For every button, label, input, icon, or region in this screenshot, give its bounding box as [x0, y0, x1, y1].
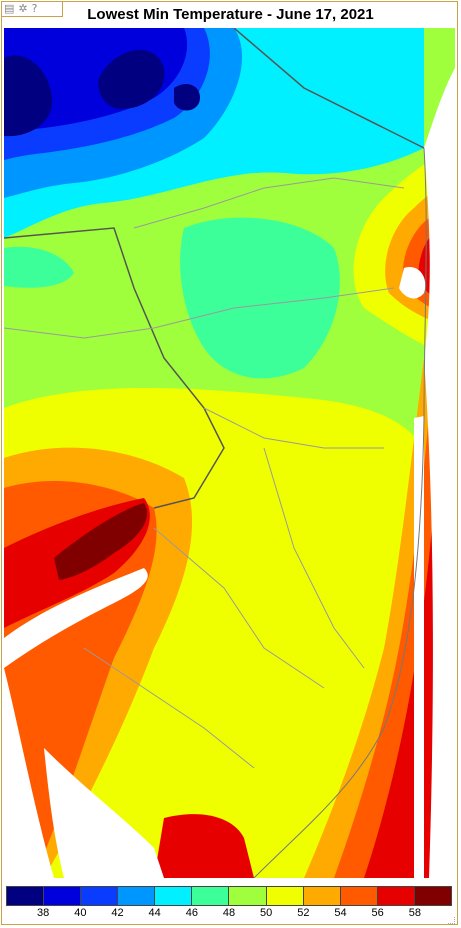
resize-handle[interactable]: [448, 917, 455, 924]
zone-60-sw: [54, 503, 148, 580]
toolbar: ▤ ✲ ?: [2, 2, 63, 17]
state-border-ny: [233, 28, 425, 149]
raritan-bay: [399, 267, 426, 299]
legend-tick-label: 38: [37, 907, 50, 919]
legend-tick-label: 56: [371, 907, 384, 919]
county-line-1: [4, 287, 395, 339]
legend-swatch: [414, 887, 451, 905]
legend-swatch: [81, 887, 119, 905]
legend-tick-label: 40: [74, 907, 87, 919]
zone-48-center: [180, 217, 340, 379]
atlantic-ocean: [424, 68, 455, 878]
legend-swatch: [303, 887, 341, 905]
state-border-pa: [4, 227, 225, 509]
legend-swatch: [192, 887, 230, 905]
legend-tick-label: 42: [111, 907, 124, 919]
legend-swatch: [118, 887, 156, 905]
zone-58-cape: [154, 814, 254, 878]
zone-52-cape: [152, 660, 277, 811]
coastline: [253, 147, 427, 878]
map-svg: [4, 28, 455, 878]
county-line-5: [83, 647, 255, 769]
county-line-6: [263, 447, 365, 669]
legend-swatch: [266, 887, 304, 905]
legend-tick-label: 50: [260, 907, 273, 919]
delaware-bay: [44, 748, 164, 878]
county-line-3: [203, 407, 384, 449]
legend-tick-label: 46: [185, 907, 198, 919]
legend-swatch: [7, 887, 45, 905]
legend-tick-label: 58: [408, 907, 421, 919]
zone-48-west: [4, 246, 74, 288]
print-icon[interactable]: ▤: [4, 2, 15, 15]
legend-tick-label: 44: [148, 907, 161, 919]
legend-swatch: [340, 887, 378, 905]
county-line-4: [153, 527, 325, 689]
legend-tick-label: 48: [222, 907, 236, 919]
help-icon[interactable]: ?: [31, 2, 38, 15]
legend-swatch: [229, 887, 267, 905]
county-line-2: [133, 177, 405, 229]
color-legend: [6, 886, 452, 906]
legend-ticks: 38 40 42 44 46 48 50 52 54 56 58: [6, 907, 452, 921]
gear-icon[interactable]: ✲: [18, 2, 28, 15]
legend-tick-label: 52: [297, 907, 310, 919]
zone-38-east: [174, 83, 200, 111]
ocean-edge: [414, 416, 424, 878]
zone-38-center: [98, 49, 165, 109]
zone-38-west: [4, 55, 53, 137]
map-title: Lowest Min Temperature - June 17, 2021: [87, 6, 374, 23]
temperature-map: [4, 28, 455, 878]
legend-swatch: [155, 887, 193, 905]
legend-swatch: [44, 887, 82, 905]
delaware-bay-west: [4, 668, 54, 878]
legend-swatch: [377, 887, 415, 905]
legend-tick-label: 54: [334, 907, 347, 919]
delaware-river: [4, 568, 148, 668]
